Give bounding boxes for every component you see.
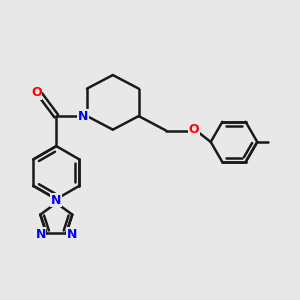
- Text: N: N: [67, 227, 77, 241]
- Text: N: N: [78, 110, 88, 123]
- Text: O: O: [188, 122, 199, 136]
- Text: N: N: [51, 194, 62, 207]
- Text: N: N: [35, 227, 46, 241]
- Text: O: O: [31, 86, 42, 99]
